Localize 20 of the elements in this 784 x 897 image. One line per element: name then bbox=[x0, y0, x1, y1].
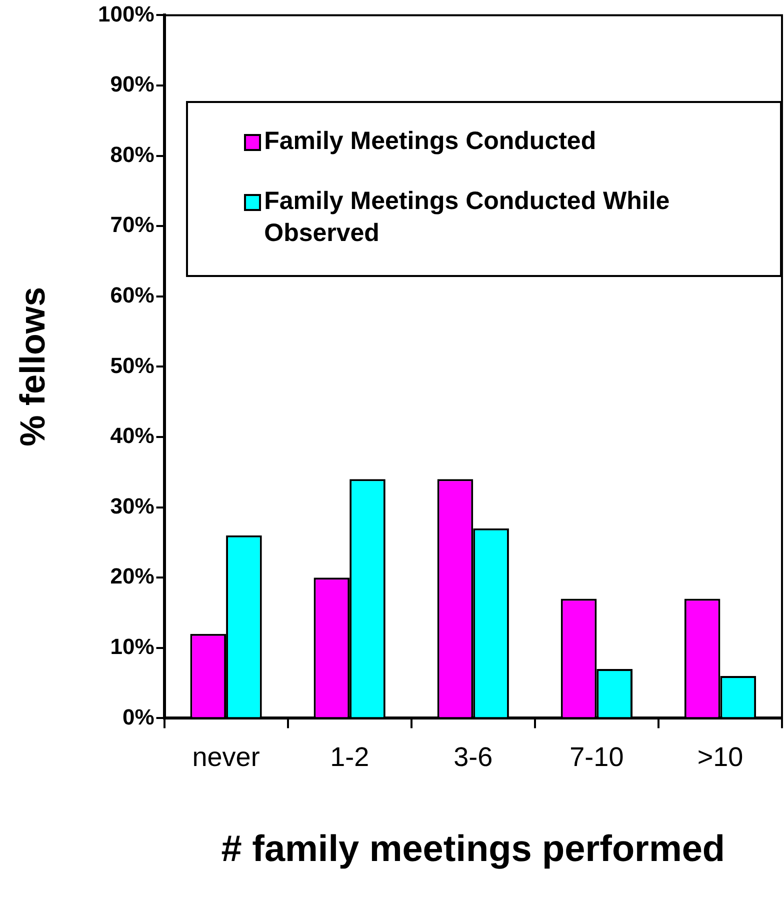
x-tick-label: >10 bbox=[697, 742, 744, 772]
y-tick-label: 80% bbox=[110, 142, 154, 167]
y-tick-label: 10% bbox=[110, 634, 154, 659]
x-tick-label: 1-2 bbox=[330, 742, 370, 772]
y-tick-label: 0% bbox=[122, 704, 154, 730]
x-tick-label: never bbox=[192, 742, 260, 772]
y-tick-label: 20% bbox=[110, 564, 154, 589]
y-tick-label: 90% bbox=[110, 72, 154, 97]
x-tick-label: 7-10 bbox=[570, 742, 624, 772]
legend-label: Family Meetings Conducted While Observed bbox=[264, 187, 670, 248]
y-tick-label: 100% bbox=[98, 1, 154, 26]
x-axis-title: # family meetings performed bbox=[221, 828, 726, 870]
y-tick-label: 70% bbox=[110, 212, 154, 238]
y-axis-title: % fellows bbox=[14, 286, 53, 446]
x-tick-label: 3-6 bbox=[454, 742, 493, 772]
y-tick-label: 50% bbox=[110, 352, 154, 378]
legend-label: Family Meetings Conducted bbox=[264, 127, 596, 156]
y-tick-label: 40% bbox=[110, 423, 154, 448]
y-tick-label: 30% bbox=[110, 493, 154, 518]
y-tick-label: 60% bbox=[110, 282, 154, 308]
